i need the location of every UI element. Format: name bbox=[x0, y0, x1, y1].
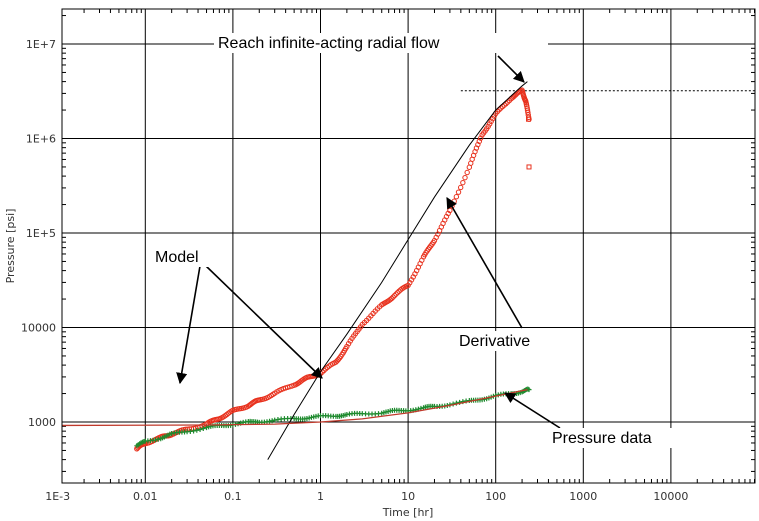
annotation-derivative: Derivative bbox=[459, 333, 530, 350]
derivative-point bbox=[489, 116, 496, 122]
derivative-point bbox=[394, 289, 401, 296]
annotation-radial-flow: Reach infinite-acting radial flow bbox=[218, 35, 440, 52]
arrow-model-pressure bbox=[176, 265, 201, 385]
y-tick-label: 1000 bbox=[28, 416, 56, 429]
annotation-model-background bbox=[151, 247, 209, 267]
annotation-arrows bbox=[176, 55, 561, 429]
x-tick-label: 1 bbox=[317, 490, 324, 503]
derivative-point bbox=[488, 118, 494, 125]
x-tick-label: 100 bbox=[485, 490, 506, 503]
pressure-point bbox=[200, 426, 206, 432]
pressure-point bbox=[197, 426, 203, 432]
annotation-radial-flow-background bbox=[214, 33, 548, 53]
derivative-point bbox=[462, 174, 468, 181]
y-tick-label: 1E+7 bbox=[26, 38, 56, 51]
derivative-outlier-point bbox=[526, 164, 532, 170]
y-axis-label: Pressure [psi] bbox=[4, 209, 17, 284]
series-layer bbox=[61, 81, 532, 460]
labels-layer: 1E-3 0.01 0.1 1 10 100 1000 10000 1000 10000 1E+5 1… bbox=[4, 33, 698, 519]
pressure-point bbox=[272, 417, 278, 423]
derivative-point bbox=[464, 169, 470, 176]
x-tick-label: 1E-3 bbox=[45, 490, 70, 503]
pressure-point bbox=[194, 427, 200, 433]
derivative-point bbox=[457, 184, 464, 191]
derivative-point bbox=[478, 135, 484, 141]
pressure-point bbox=[235, 421, 241, 427]
derivative-point bbox=[475, 141, 481, 148]
y-tick-label: 10000 bbox=[21, 322, 56, 335]
annotation-model: Model bbox=[155, 249, 199, 266]
x-tick-label: 10 bbox=[401, 490, 415, 503]
x-axis-label: Time [hr] bbox=[382, 506, 434, 519]
x-tick-label: 1000 bbox=[569, 490, 597, 503]
x-tick-label: 0.01 bbox=[133, 490, 158, 503]
annotation-pressure-data: Pressure data bbox=[552, 430, 652, 447]
derivative-point bbox=[391, 292, 398, 299]
arrow-radial-flow bbox=[497, 55, 525, 83]
pressure-point bbox=[191, 428, 197, 434]
derivative-point bbox=[525, 109, 531, 116]
derivative-point bbox=[476, 138, 482, 145]
derivative-point bbox=[455, 189, 462, 195]
model-derivative-line bbox=[267, 81, 528, 460]
plot-frame bbox=[61, 8, 756, 484]
annotation-derivative-background bbox=[455, 331, 575, 351]
derivative-point bbox=[390, 294, 396, 300]
derivative-outlier-point bbox=[526, 116, 532, 122]
model-pressure-line bbox=[61, 389, 528, 427]
arrow-model-derivative bbox=[205, 265, 323, 379]
y-tick-label: 1E+6 bbox=[26, 133, 56, 146]
arrow-derivative bbox=[446, 197, 523, 329]
arrow-pressure-data bbox=[504, 392, 561, 429]
derivative-point bbox=[388, 295, 395, 302]
derivative-point bbox=[393, 291, 399, 297]
y-tick-label: 1E+5 bbox=[26, 227, 56, 240]
annotation-pressure-data-background bbox=[548, 428, 698, 448]
x-tick-label: 10000 bbox=[653, 490, 688, 503]
pressure-point bbox=[155, 436, 161, 442]
derivative-point bbox=[460, 179, 466, 186]
x-tick-label: 0.1 bbox=[224, 490, 242, 503]
